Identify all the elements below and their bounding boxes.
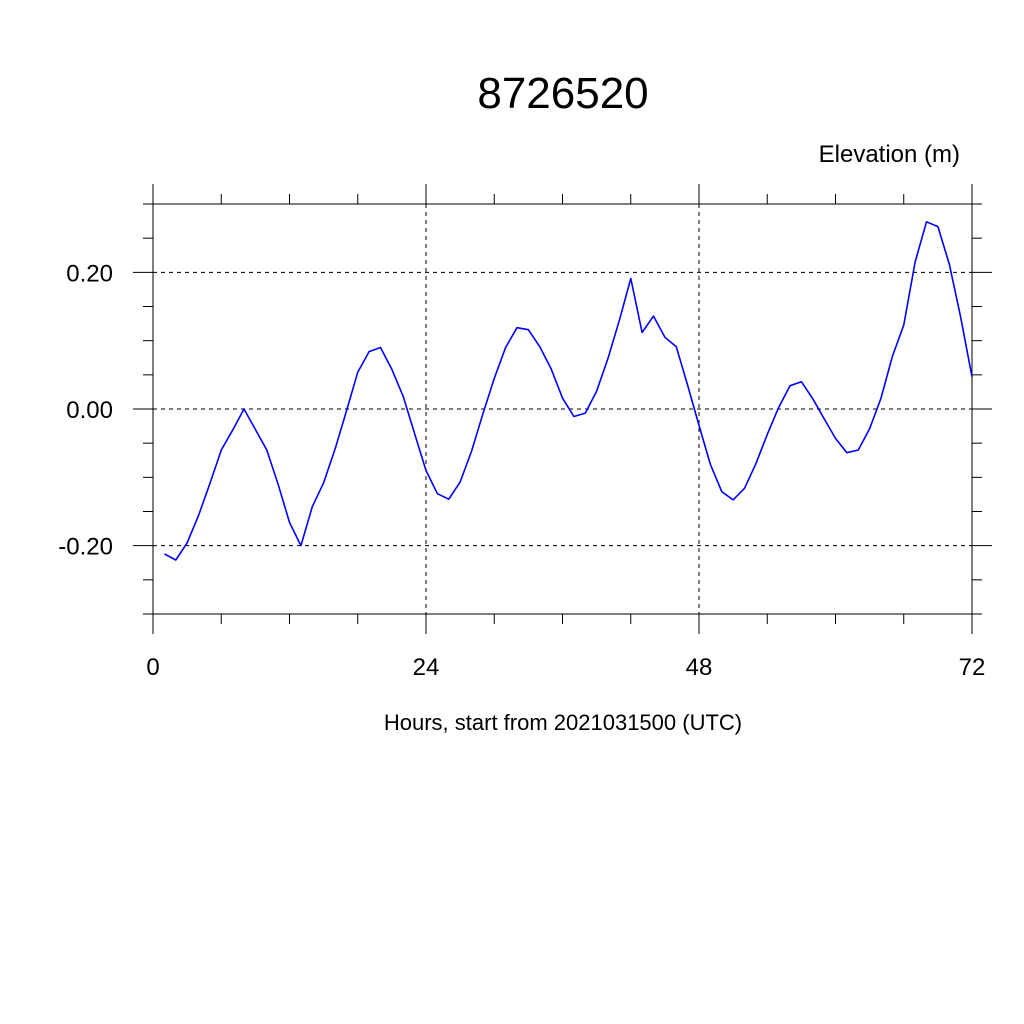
y-tick-label: -0.20 <box>58 534 113 561</box>
series-line <box>164 221 973 561</box>
series-group <box>164 221 973 561</box>
y-tick-label: 0.20 <box>66 260 113 287</box>
x-tick-label: 24 <box>413 654 440 681</box>
x-axis-label: Hours, start from 2021031500 (UTC) <box>384 710 742 735</box>
x-tick-label: 48 <box>686 654 713 681</box>
tick-labels: 0 24 48 72 0.20 0.00 -0.20 <box>58 260 985 681</box>
y-tick-label: 0.00 <box>66 397 113 424</box>
x-tick-label: 0 <box>146 654 159 681</box>
x-tick-label: 72 <box>959 654 986 681</box>
y-axis-label: Elevation (m) <box>819 141 960 168</box>
axis-ticks <box>133 184 992 634</box>
chart-title: 8726520 <box>477 69 648 118</box>
grid <box>152 204 973 614</box>
